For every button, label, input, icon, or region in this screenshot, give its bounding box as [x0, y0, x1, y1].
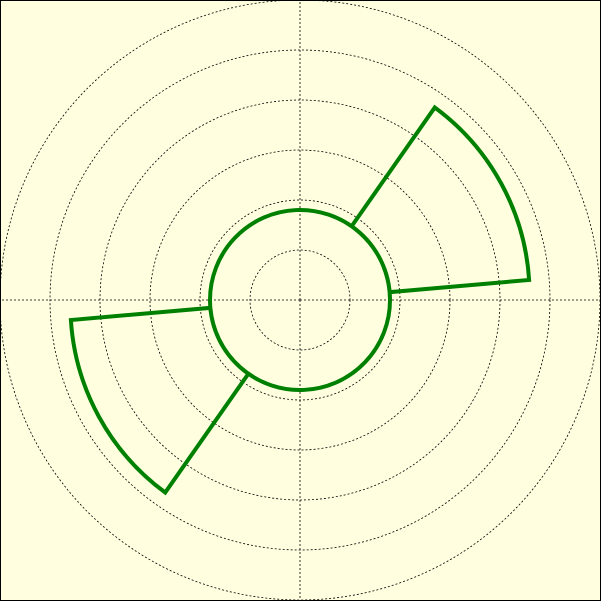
- series-line-0: [68, 104, 532, 496]
- series-layer: [68, 104, 532, 496]
